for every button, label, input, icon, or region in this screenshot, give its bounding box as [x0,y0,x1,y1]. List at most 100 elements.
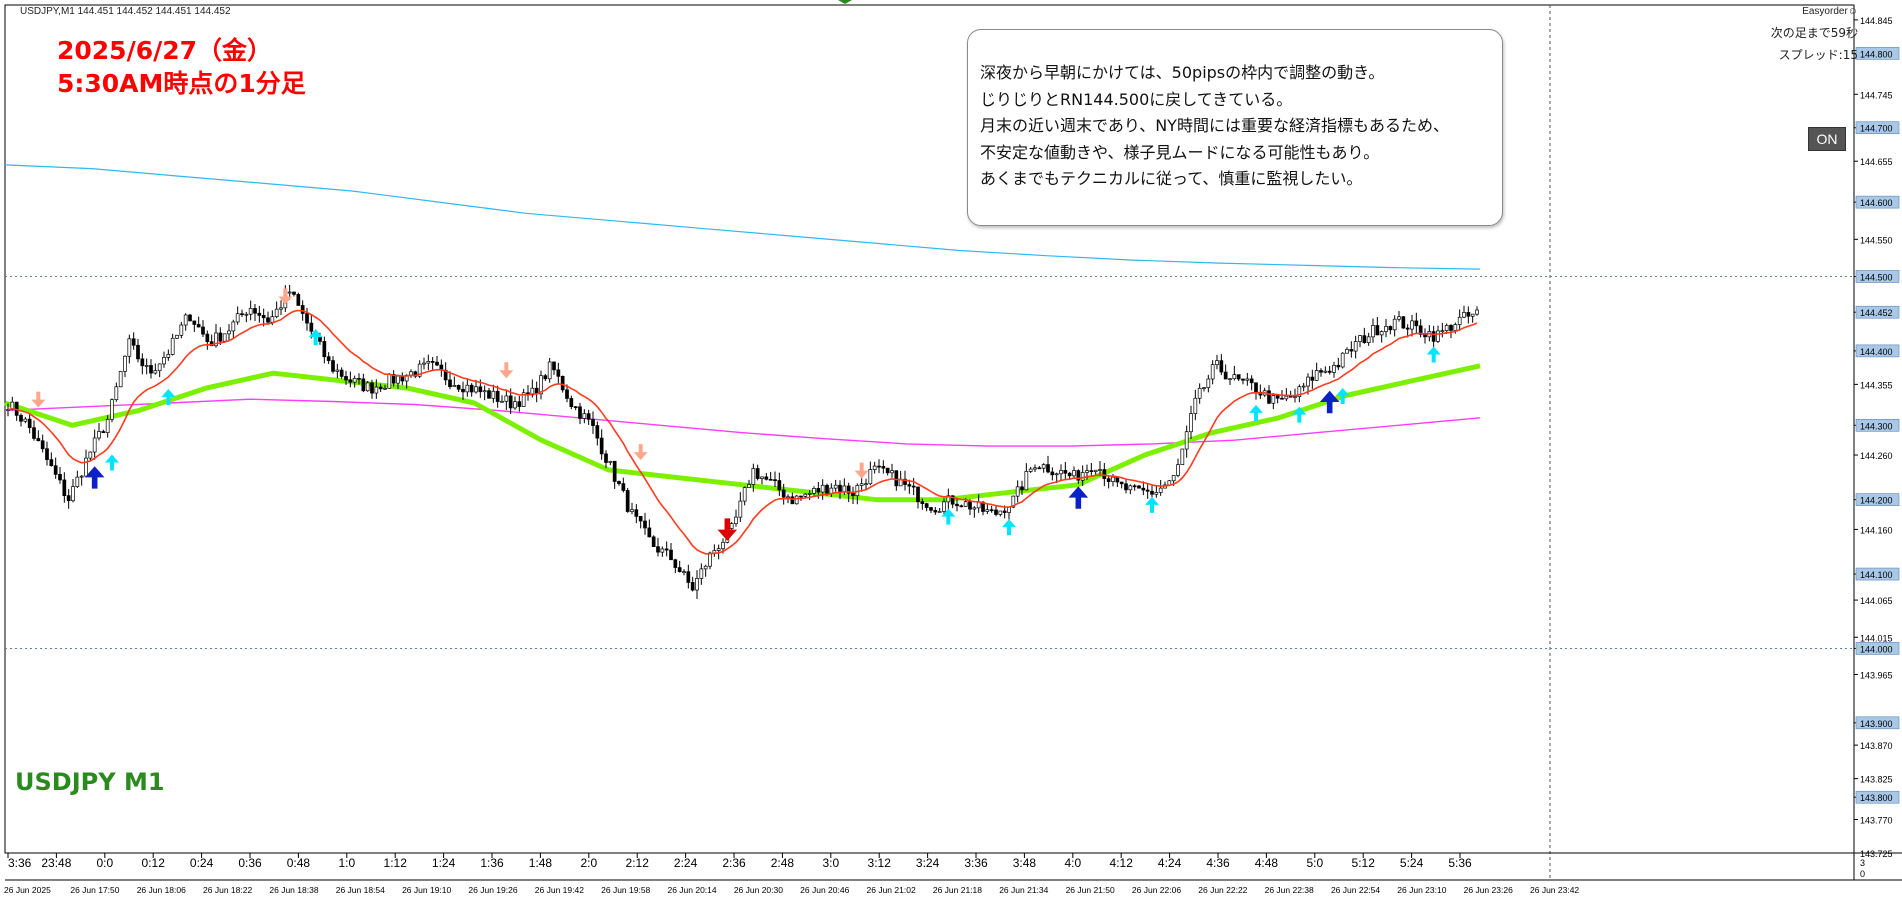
candle-bull [118,371,123,388]
candle [166,349,171,361]
candle-bull [227,330,231,335]
candle-bull [807,492,812,495]
candle-bear [1349,349,1354,352]
candle [361,373,366,393]
candle-bear [586,413,591,420]
candle [1089,463,1094,477]
candle [19,413,23,427]
ea-name-label: Easyorder☺ [1802,6,1858,17]
candle [885,467,890,476]
candle [539,370,543,400]
x-tick-label: 4:0 [1064,856,1081,870]
candle-bull [1154,492,1159,495]
candle [344,370,348,385]
candle-bull [742,487,747,502]
candle [1245,372,1250,386]
candle [1098,460,1102,477]
y-tick-label: 143.770 [1860,816,1893,826]
candle-bull [1206,378,1211,389]
candle [1271,393,1276,410]
x-date-label: 26 Jun 19:26 [468,885,517,895]
candle-bull [500,400,504,403]
candle [487,387,491,399]
arrow-up-icon [1068,486,1089,509]
candle-bull [127,338,132,357]
candle-bull [1098,469,1102,471]
candle [1405,324,1410,338]
candle [1475,306,1479,316]
candle [383,384,387,390]
candle [1028,466,1033,473]
candle [1397,310,1401,322]
candle [790,492,795,505]
ma-blue-line [4,164,1481,270]
candle-bear [799,495,803,498]
candle [1158,480,1163,496]
x-date-label: 26 Jun 22:54 [1331,885,1380,895]
candle-bull [365,382,370,392]
candle [422,357,426,370]
candle [1145,482,1150,499]
candle [357,373,361,385]
candle-bear [768,478,773,481]
candle-bear [1124,483,1128,491]
candle [149,359,153,379]
candle-bull [1024,471,1029,491]
candle [1275,394,1280,404]
candle-bull [547,361,552,380]
candle [608,460,613,466]
x-date-label: 26 Jun 19:10 [402,885,451,895]
candle-bear [1375,325,1380,336]
candle-bear [331,360,335,372]
candle [1462,305,1466,319]
candle [1059,464,1063,481]
candle [638,516,643,529]
candle [703,564,708,577]
x-tick-label: 0:12 [142,856,166,870]
candle [495,385,500,408]
candle-bear [201,326,205,335]
symbol-info-bar: USDJPY,M1 144.451 144.452 144.451 144.45… [20,6,231,17]
candle-bear [27,418,32,429]
candle-bear [1067,472,1072,477]
candle-bull [747,484,751,489]
candle [573,405,578,411]
spread-info: スプレッド:15 [1778,48,1858,62]
candle-bull [1444,324,1449,332]
next-bar-timer: 次の足まで59秒 [1770,26,1858,40]
arrow-down-icon [854,462,869,479]
candle [820,479,825,500]
candle-bear [920,501,925,504]
x-date-label: 26 Jun 23:10 [1397,885,1446,895]
candle-bear [959,505,964,508]
candle [144,358,149,375]
candle-bear [266,317,270,323]
candle-bull [1028,468,1033,472]
on-toggle-button[interactable]: ON [1808,127,1846,151]
x-date-label: 26 Jun 18:38 [269,885,318,895]
candle-bull [1193,397,1198,414]
candle-bull [504,395,509,402]
x-tick-label: 5:36 [1448,856,1472,870]
candle [751,463,756,492]
candle-bear [1145,489,1150,492]
candle-bull [1232,374,1237,380]
x-tick-label: 1:36 [480,856,504,870]
y-price-highlight [1855,305,1900,319]
candle-bear [907,484,912,487]
candle-bull [1436,330,1440,342]
candle [71,478,75,503]
candle [162,351,166,368]
candle [634,504,639,524]
candle-bull [248,308,253,315]
candle-bear [894,470,899,487]
candle-bull [157,363,162,372]
candle-bear [378,386,383,390]
candle-bear [929,507,933,511]
candle-bear [790,496,795,505]
candle-bull [214,332,218,347]
candle [621,477,626,493]
candle-bull [1085,470,1089,473]
candle [1449,324,1453,339]
